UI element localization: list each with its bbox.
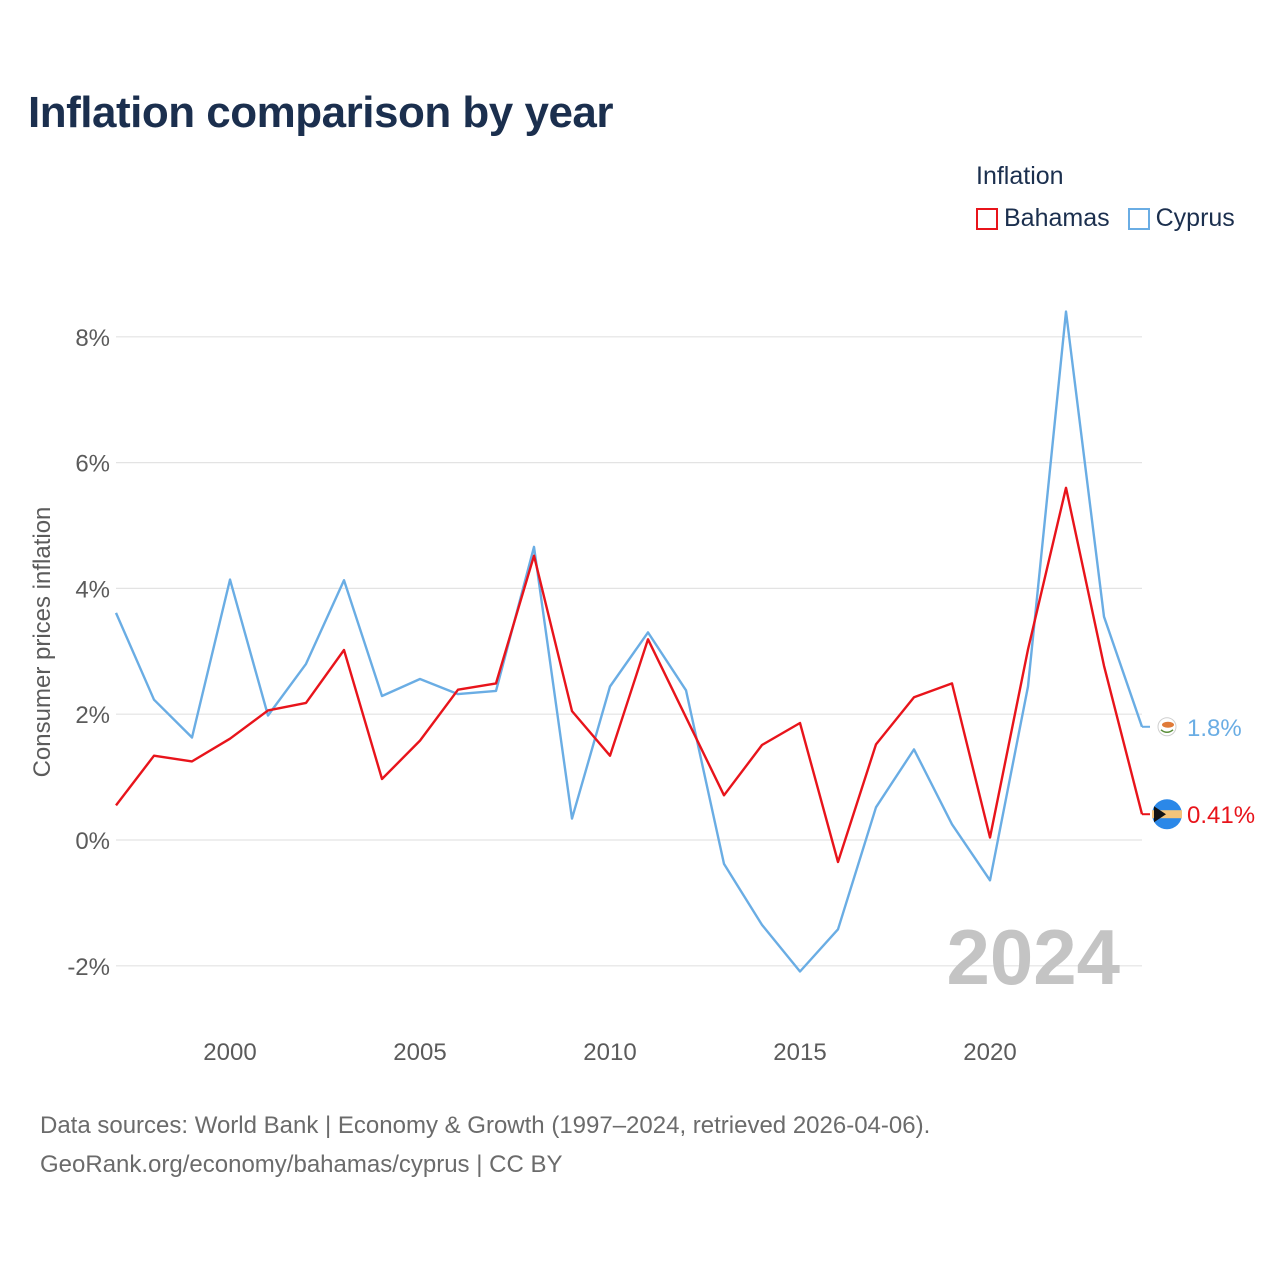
- end-label-bahamas: 0.41%: [1187, 802, 1255, 829]
- legend-item-bahamas[interactable]: Bahamas: [976, 204, 1110, 233]
- y-tick-label: -2%: [67, 954, 110, 981]
- legend-item-cyprus[interactable]: Cyprus: [1127, 204, 1235, 233]
- bahamas-flag-stripe: [1152, 810, 1182, 819]
- x-tick-label: 2010: [583, 1039, 636, 1066]
- legend-swatch-cyprus: [1127, 207, 1150, 230]
- bahamas-flag-triangle: [1154, 806, 1166, 823]
- y-tick-label: 6%: [75, 451, 110, 478]
- source-line-2: GeoRank.org/economy/bahamas/cyprus | CC …: [40, 1151, 563, 1178]
- chart-title: Inflation comparison by year: [28, 88, 614, 137]
- y-tick-label: 4%: [75, 576, 110, 603]
- legend-label-bahamas: Bahamas: [1004, 204, 1110, 232]
- series-line-bahamas: [115, 486, 1144, 864]
- y-tick-label: 8%: [75, 325, 110, 352]
- y-tick-label: 0%: [75, 828, 110, 855]
- x-tick-label: 2015: [773, 1039, 826, 1066]
- x-tick-label: 2000: [203, 1039, 256, 1066]
- series-line-cyprus: [114, 310, 1144, 973]
- legend: Bahamas Cyprus: [976, 204, 1235, 233]
- legend-swatch-bahamas: [976, 207, 998, 230]
- end-label-cyprus: 1.8%: [1187, 715, 1242, 742]
- year-watermark: 2024: [946, 913, 1120, 1001]
- x-tick-label: 2005: [393, 1039, 446, 1066]
- source-line-1: Data sources: World Bank | Economy & Gro…: [40, 1112, 931, 1139]
- legend-label-cyprus: Cyprus: [1155, 204, 1235, 232]
- legend-title: Inflation: [976, 162, 1064, 190]
- cyprus-flag-island: [1162, 721, 1174, 728]
- x-tick-label: 2020: [963, 1039, 1016, 1066]
- y-tick-label: 2%: [75, 702, 110, 729]
- source-note: Data sources: World Bank | Economy & Gro…: [40, 1106, 930, 1184]
- cyprus-flag-branches: [1160, 729, 1174, 734]
